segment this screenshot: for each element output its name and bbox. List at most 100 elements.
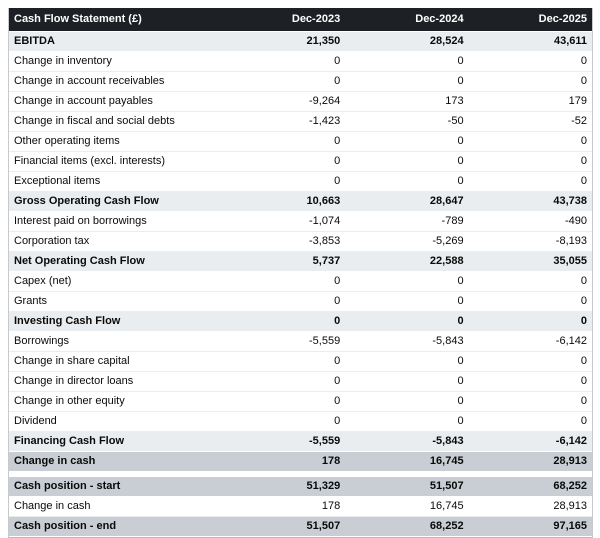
cell-value: 0 — [221, 52, 346, 72]
cell-value: 0 — [468, 52, 592, 72]
table-row: Change in cash 178 16,745 28,913 — [9, 497, 592, 517]
table-row: EBITDA 21,350 28,524 43,611 — [9, 32, 592, 52]
table-row: Cash position - start 51,329 51,507 68,252 — [9, 477, 592, 497]
row-label: Cash position - start — [9, 477, 222, 497]
table-row: Change in other equity 0 0 0 — [9, 392, 592, 412]
table-row: Interest paid on borrowings -1,074 -789 -49… — [9, 212, 592, 232]
cell-value: 0 — [345, 172, 469, 192]
cell-value: -789 — [345, 212, 469, 232]
cell-value: 43,738 — [468, 192, 592, 212]
cell-value: 28,524 — [345, 32, 469, 52]
cell-value: 97,165 — [468, 517, 592, 537]
cell-value: 0 — [221, 372, 346, 392]
row-label: EBITDA — [9, 32, 222, 52]
cell-value: 0 — [221, 72, 346, 92]
cell-value: 0 — [345, 372, 469, 392]
table-row: Dividend 0 0 0 — [9, 412, 592, 432]
cell-value: 173 — [345, 92, 469, 112]
cell-value: -490 — [468, 212, 592, 232]
cell-value: 0 — [468, 352, 592, 372]
cell-value: -3,853 — [221, 232, 346, 252]
row-label: Grants — [9, 292, 222, 312]
row-label: Borrowings — [9, 332, 222, 352]
row-label: Corporation tax — [9, 232, 222, 252]
table-row: Corporation tax -3,853 -5,269 -8,193 — [9, 232, 592, 252]
cell-value: 21,350 — [221, 32, 346, 52]
column-header-dec-2024: Dec-2024 — [345, 8, 469, 32]
cell-value: 0 — [468, 272, 592, 292]
row-label: Dividend — [9, 412, 222, 432]
cell-value: 178 — [221, 452, 346, 472]
data-table: Cash Flow Statement (£) Dec-2023 Dec-202… — [9, 8, 592, 537]
cell-value: 68,252 — [468, 477, 592, 497]
row-label: Change in fiscal and social debts — [9, 112, 222, 132]
cell-value: 0 — [468, 312, 592, 332]
cell-value: 10,663 — [221, 192, 346, 212]
cell-value: 28,913 — [468, 452, 592, 472]
cell-value: -1,423 — [221, 112, 346, 132]
row-label: Change in account payables — [9, 92, 222, 112]
spacer-cell — [9, 472, 592, 477]
row-label: Change in cash — [9, 497, 222, 517]
row-label: Capex (net) — [9, 272, 222, 292]
table-row: Financial items (excl. interests) 0 0 0 — [9, 152, 592, 172]
cell-value: 0 — [468, 72, 592, 92]
cell-value: 0 — [221, 172, 346, 192]
row-label: Change in share capital — [9, 352, 222, 372]
cell-value: -5,559 — [221, 332, 346, 352]
row-label: Interest paid on borrowings — [9, 212, 222, 232]
row-label: Change in other equity — [9, 392, 222, 412]
cell-value: 0 — [221, 152, 346, 172]
cell-value: -9,264 — [221, 92, 346, 112]
cell-value: -6,142 — [468, 432, 592, 452]
cell-value: 16,745 — [345, 497, 469, 517]
table-row: Cash position - end 51,507 68,252 97,165 — [9, 517, 592, 537]
cell-value: 0 — [345, 392, 469, 412]
cell-value: 0 — [345, 272, 469, 292]
cell-value: 0 — [345, 72, 469, 92]
cell-value: 0 — [345, 52, 469, 72]
table-row: Change in director loans 0 0 0 — [9, 372, 592, 392]
cell-value: 51,507 — [345, 477, 469, 497]
cell-value: 0 — [221, 392, 346, 412]
table-row: Capex (net) 0 0 0 — [9, 272, 592, 292]
cell-value: 0 — [221, 412, 346, 432]
table-row: Change in cash 178 16,745 28,913 — [9, 452, 592, 472]
table-row: Gross Operating Cash Flow 10,663 28,647 43,… — [9, 192, 592, 212]
cell-value: 0 — [468, 172, 592, 192]
cell-value: 51,329 — [221, 477, 346, 497]
row-label: Exceptional items — [9, 172, 222, 192]
table-title: Cash Flow Statement (£) — [9, 8, 222, 32]
cell-value: 22,588 — [345, 252, 469, 272]
cell-value: 43,611 — [468, 32, 592, 52]
row-label: Change in account receivables — [9, 72, 222, 92]
cell-value: 0 — [345, 312, 469, 332]
cell-value: 5,737 — [221, 252, 346, 272]
cell-value: -5,559 — [221, 432, 346, 452]
cell-value: 0 — [468, 392, 592, 412]
header-row: Cash Flow Statement (£) Dec-2023 Dec-202… — [9, 8, 592, 32]
cell-value: 0 — [468, 412, 592, 432]
cell-value: 0 — [221, 292, 346, 312]
row-label: Financing Cash Flow — [9, 432, 222, 452]
cell-value: 0 — [221, 272, 346, 292]
cell-value: 0 — [345, 132, 469, 152]
cell-value: 179 — [468, 92, 592, 112]
cell-value: 0 — [345, 152, 469, 172]
cell-value: -52 — [468, 112, 592, 132]
cell-value: 68,252 — [345, 517, 469, 537]
table-row: Other operating items 0 0 0 — [9, 132, 592, 152]
cell-value: 0 — [468, 372, 592, 392]
row-label: Net Operating Cash Flow — [9, 252, 222, 272]
table-row: Change in fiscal and social debts -1,423 -… — [9, 112, 592, 132]
row-label: Gross Operating Cash Flow — [9, 192, 222, 212]
table-row: Investing Cash Flow 0 0 0 — [9, 312, 592, 332]
cell-value: 51,507 — [221, 517, 346, 537]
column-header-dec-2023: Dec-2023 — [221, 8, 346, 32]
table-row: Change in account receivables 0 0 0 — [9, 72, 592, 92]
table-row: Financing Cash Flow -5,559 -5,843 -6,142 — [9, 432, 592, 452]
cell-value: 0 — [345, 352, 469, 372]
cell-value: 28,913 — [468, 497, 592, 517]
cell-value: 0 — [221, 312, 346, 332]
row-label: Cash position - end — [9, 517, 222, 537]
